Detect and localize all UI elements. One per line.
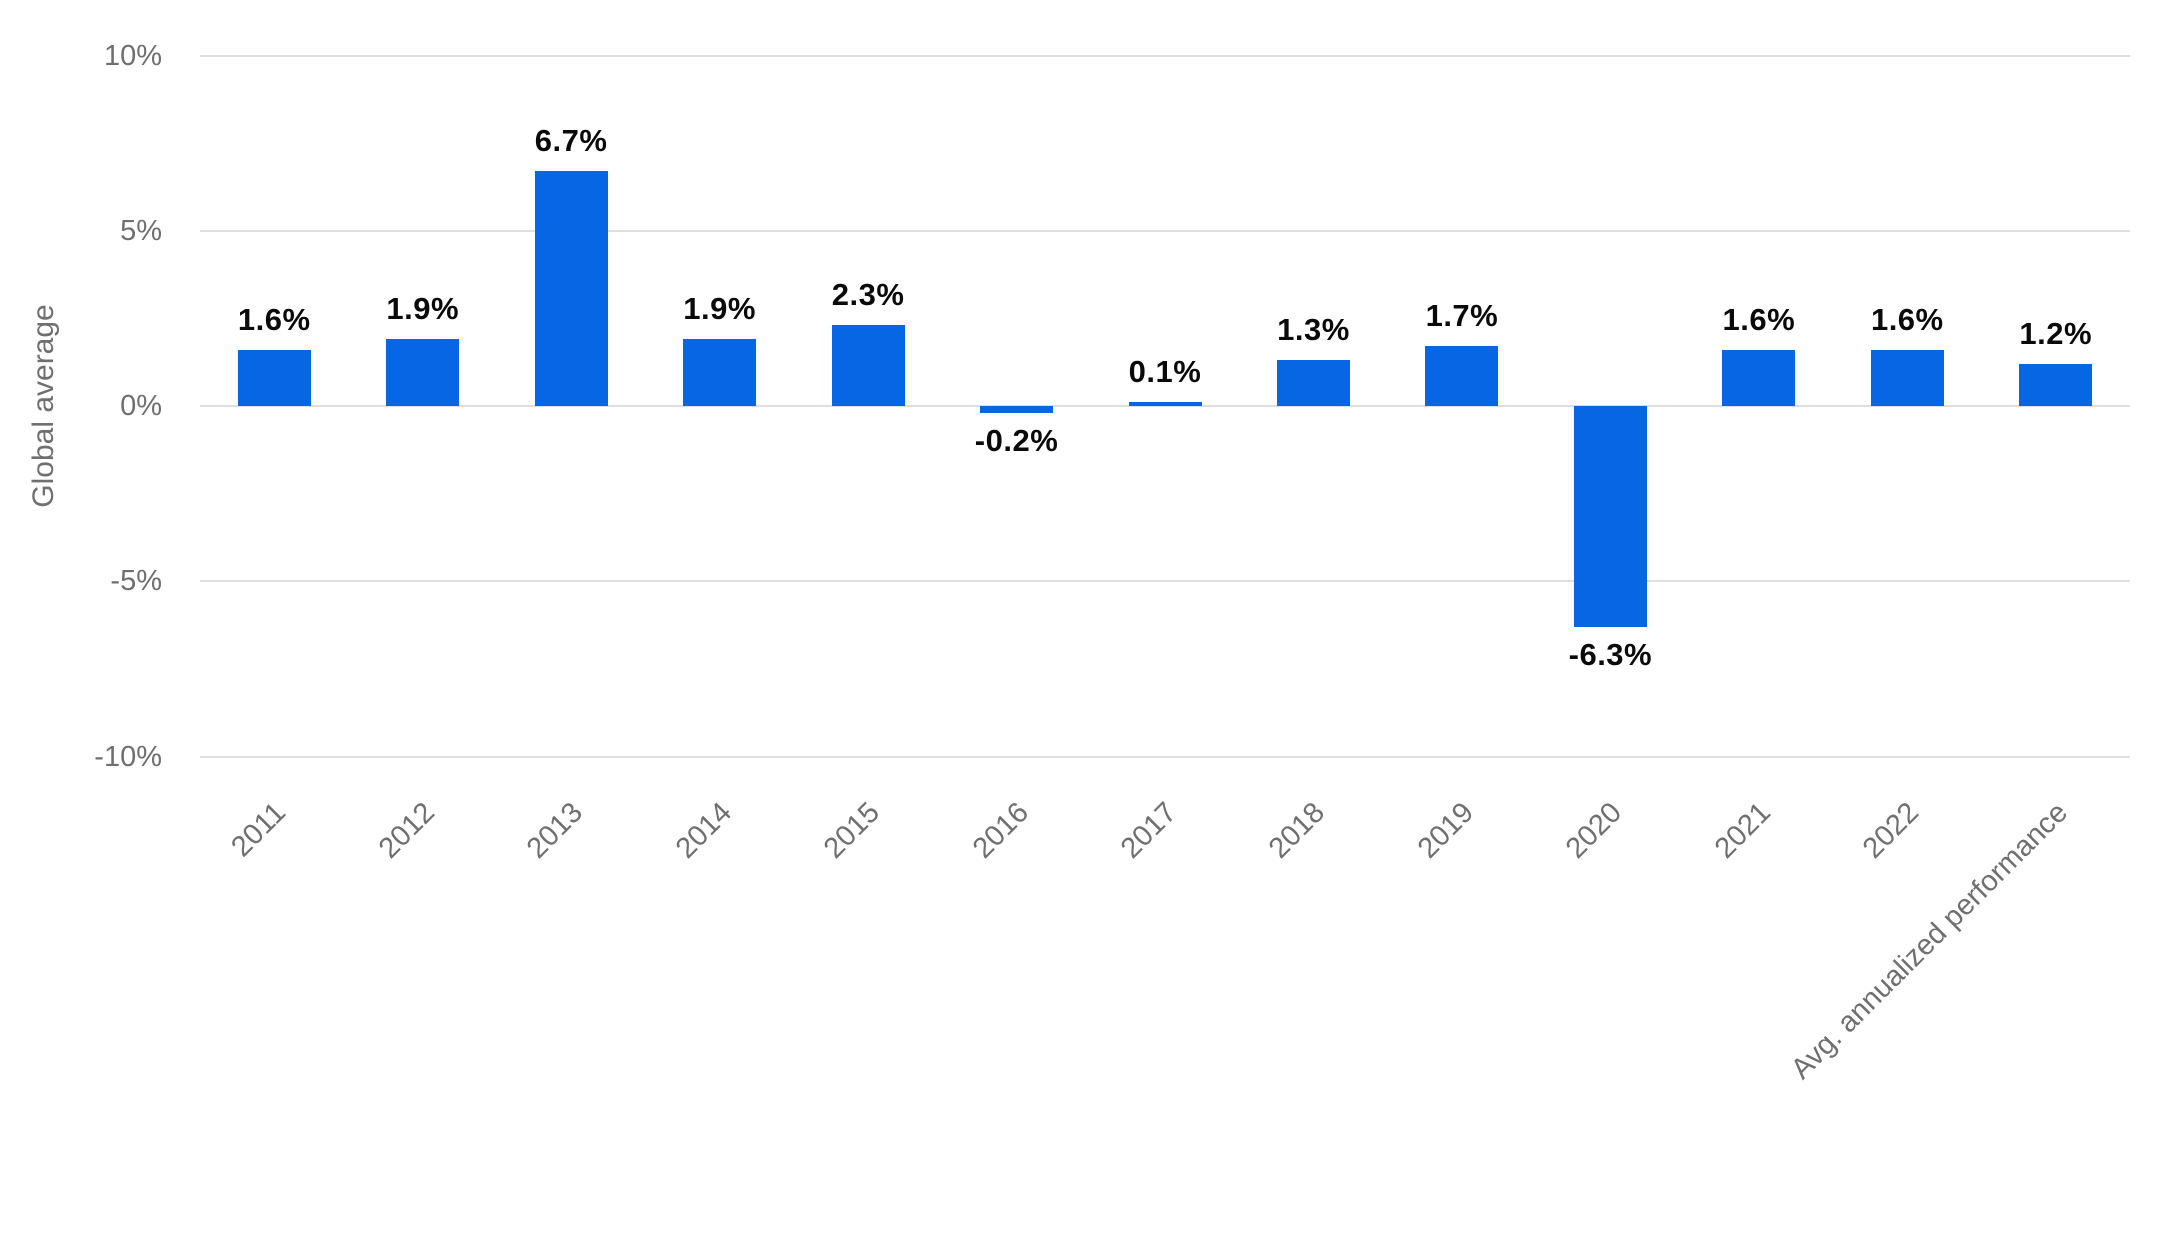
bar	[683, 339, 757, 406]
gridline	[200, 229, 2130, 232]
y-tick-label: 5%	[120, 214, 162, 247]
bar-value-label: 0.1%	[1128, 354, 1202, 390]
bar-value-label: 6.7%	[534, 123, 608, 159]
bar	[1722, 349, 1796, 406]
gridline	[200, 405, 2130, 407]
bar-value-label: 1.3%	[1277, 312, 1350, 348]
bar-value-label: -6.3%	[1568, 636, 1653, 672]
bar	[2019, 363, 2093, 406]
bar-value-label: 1.6%	[1870, 301, 1944, 337]
bar-chart: Global average 10% 5% 0% -5% -10% 1.6% 1.9% 6.…	[27, 39, 2130, 1085]
bar-value-label: -0.2%	[974, 423, 1059, 458]
bar	[1870, 349, 1944, 406]
bar	[1276, 360, 1350, 406]
bar-value-label: 2.3%	[831, 277, 905, 313]
y-tick-label: 0%	[120, 390, 162, 422]
bar-value-label: 1.6%	[1722, 301, 1796, 337]
bar-value-label: 1.2%	[2019, 315, 2093, 351]
gridline	[200, 54, 2130, 57]
bar	[831, 325, 905, 406]
bar	[534, 171, 608, 406]
bar	[1573, 406, 1647, 627]
bar-value-label: 1.9%	[683, 291, 756, 327]
y-tick-label: 10%	[103, 39, 162, 72]
bar	[386, 339, 460, 406]
y-tick-label: -10%	[94, 740, 162, 773]
bar-value-label: 1.7%	[1425, 298, 1499, 334]
y-tick-label: -5%	[110, 565, 162, 598]
bar	[1128, 402, 1202, 406]
bar	[1425, 346, 1499, 406]
bar	[237, 349, 311, 406]
gridline	[200, 755, 2130, 758]
bar-value-label: 1.6%	[237, 301, 311, 337]
gridline	[200, 580, 2130, 583]
bar	[980, 406, 1054, 413]
bar-value-label: 1.9%	[386, 291, 460, 327]
